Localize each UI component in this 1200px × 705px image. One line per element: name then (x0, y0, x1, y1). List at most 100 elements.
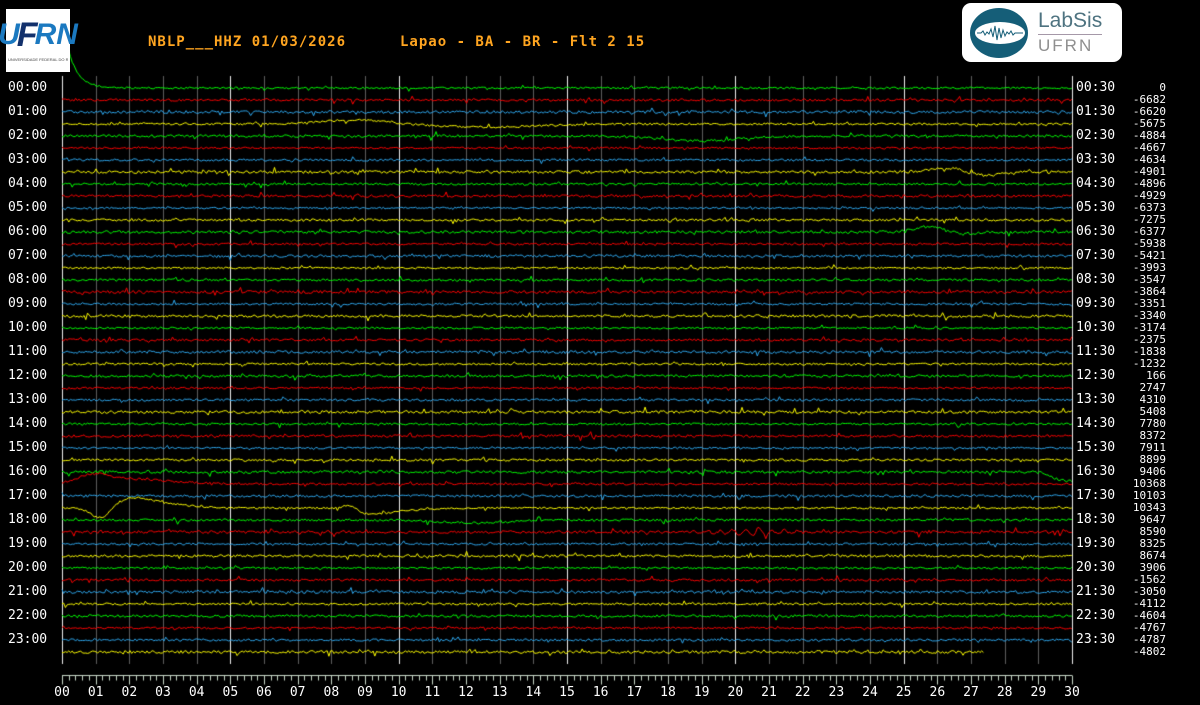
left-time-label: 21:00 (8, 584, 48, 599)
right-time-label: 05:30 (1076, 200, 1116, 215)
row-offset-value: -3174 (1132, 321, 1166, 334)
left-time-label: 04:00 (8, 176, 48, 191)
row-offset-value: -4929 (1132, 189, 1166, 202)
minute-tick-label: 18 (660, 685, 676, 700)
right-time-label: 13:30 (1076, 392, 1116, 407)
left-time-label: 13:00 (8, 392, 48, 407)
minute-tick-label: 08 (323, 685, 340, 700)
left-time-label: 06:00 (8, 224, 48, 239)
left-time-label: 11:00 (8, 344, 48, 359)
row-offset-value: 8674 (1139, 549, 1167, 562)
right-time-label: 07:30 (1076, 248, 1116, 263)
row-offset-value: 8590 (1139, 525, 1167, 538)
minute-tick-label: 09 (357, 685, 373, 700)
row-offset-value: -1562 (1132, 573, 1166, 586)
row-offset-value: 10103 (1132, 489, 1166, 502)
minute-tick-label: 01 (87, 685, 104, 700)
minute-tick-label: 04 (188, 685, 205, 700)
right-time-label: 10:30 (1076, 320, 1116, 335)
left-time-label: 16:00 (8, 464, 48, 479)
row-offset-value: -2375 (1132, 333, 1166, 346)
row-offset-value: -4634 (1132, 153, 1166, 166)
title-bar: NBLP___HHZ 01/03/2026 Lapao - BA - BR - … (0, 0, 1200, 70)
right-time-label: 08:30 (1076, 272, 1116, 287)
row-offset-value: -4884 (1132, 129, 1166, 142)
row-offset-value: 3906 (1139, 561, 1167, 574)
minute-tick-label: 03 (155, 685, 171, 700)
left-time-label: 01:00 (8, 104, 48, 119)
minute-tick-label: 13 (491, 685, 508, 700)
right-time-label: 16:30 (1076, 464, 1116, 479)
row-offset-value: -1232 (1132, 357, 1166, 370)
row-offset-value: -6377 (1132, 225, 1166, 238)
row-offset-value: -4802 (1132, 645, 1166, 658)
row-offset-value: 2747 (1139, 381, 1167, 394)
labsis-seismogram-icon (970, 7, 1028, 58)
row-offset-value: -3351 (1132, 297, 1166, 310)
row-offset-value: -4604 (1132, 609, 1166, 622)
right-time-label: 09:30 (1076, 296, 1116, 311)
minute-tick-label: 28 (996, 685, 1013, 700)
row-offset-value: -3340 (1132, 309, 1166, 322)
left-time-label: 10:00 (8, 320, 48, 335)
minute-tick-label: 30 (1064, 685, 1080, 700)
right-time-label: 22:30 (1076, 608, 1116, 623)
row-offset-value: -4767 (1132, 621, 1166, 634)
ufrn-letter-r: R (34, 17, 57, 51)
right-time-label: 19:30 (1076, 536, 1116, 551)
row-offset-value: 166 (1146, 369, 1166, 382)
row-offset-value: -7275 (1132, 213, 1166, 226)
right-time-label: 12:30 (1076, 368, 1116, 383)
row-offset-value: -5938 (1132, 237, 1166, 250)
labsis-logo: LabSis UFRN (962, 3, 1122, 62)
labsis-logo-text: LabSis UFRN (1038, 9, 1103, 56)
left-time-label: 14:00 (8, 416, 48, 431)
left-time-label: 08:00 (8, 272, 48, 287)
location-title: Lapao - BA - BR - Flt 2 15 (400, 34, 646, 50)
row-offset-value: -3864 (1132, 285, 1166, 298)
row-offset-value: -4112 (1132, 597, 1166, 610)
left-time-label: 23:00 (8, 632, 48, 647)
right-time-label: 11:30 (1076, 344, 1116, 359)
row-offset-value: 9406 (1139, 465, 1167, 478)
row-offset-value: -1838 (1132, 345, 1166, 358)
row-offset-value: 9647 (1139, 513, 1167, 526)
row-offset-value: -3993 (1132, 261, 1166, 274)
right-time-label: 01:30 (1076, 104, 1116, 119)
minute-tick-label: 19 (693, 685, 710, 700)
row-offset-value: -4787 (1132, 633, 1166, 646)
minute-tick-label: 12 (458, 685, 474, 700)
row-offset-value: -5421 (1132, 249, 1166, 262)
labsis-waveform-glyph (977, 25, 1023, 40)
right-time-label: 03:30 (1076, 152, 1116, 167)
row-offset-value: -3547 (1132, 273, 1166, 286)
right-time-label: 00:30 (1076, 80, 1116, 95)
row-offset-value: -6620 (1132, 105, 1166, 118)
row-offset-value: -4896 (1132, 177, 1166, 190)
row-offset-value: 7911 (1139, 441, 1167, 454)
left-time-label: 20:00 (8, 560, 48, 575)
right-time-label: 17:30 (1076, 488, 1116, 503)
row-offset-value: 8372 (1139, 429, 1167, 442)
right-time-label: 20:30 (1076, 560, 1116, 575)
left-time-label: 22:00 (8, 608, 48, 623)
minute-tick-label: 16 (592, 685, 609, 700)
row-offset-value: 10343 (1132, 501, 1166, 514)
left-time-label: 12:00 (8, 368, 48, 383)
labsis-name: LabSis (1038, 9, 1103, 36)
minute-tick-label: 25 (895, 685, 912, 700)
minute-tick-label: 10 (390, 685, 407, 700)
right-time-label: 18:30 (1076, 512, 1116, 527)
labsis-org: UFRN (1038, 36, 1094, 56)
ufrn-logo-letters: U F R N (0, 17, 78, 54)
minute-tick-label: 15 (559, 685, 575, 700)
minute-tick-label: 06 (256, 685, 272, 700)
row-offset-value: 5408 (1139, 405, 1167, 418)
station-title: NBLP___HHZ 01/03/2026 (148, 34, 347, 50)
minute-tick-label: 23 (828, 685, 845, 700)
minute-tick-label: 14 (525, 685, 542, 700)
minute-tick-label: 22 (794, 685, 811, 700)
row-offset-value: 8899 (1139, 453, 1167, 466)
